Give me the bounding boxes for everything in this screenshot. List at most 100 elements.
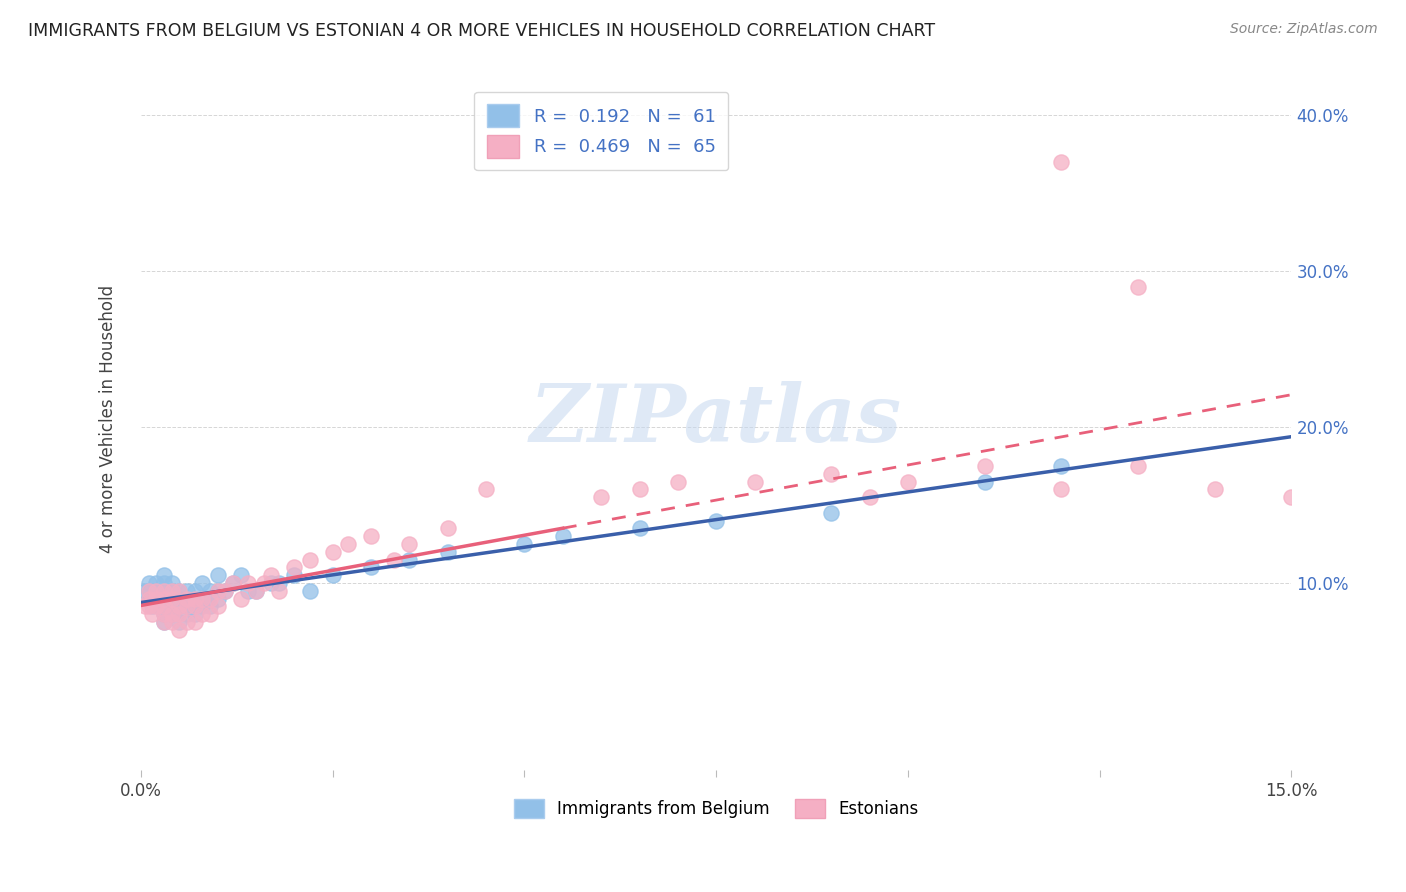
Point <box>138 583 160 598</box>
Point <box>138 583 160 598</box>
Point <box>666 475 689 489</box>
Point <box>141 599 163 614</box>
Point <box>253 576 276 591</box>
Point <box>207 568 229 582</box>
Point <box>134 583 156 598</box>
Point <box>153 591 176 606</box>
Point <box>238 576 260 591</box>
Point <box>169 599 191 614</box>
Point <box>169 607 191 621</box>
Point <box>207 583 229 598</box>
Point <box>398 537 420 551</box>
Point <box>169 583 191 598</box>
Point <box>169 583 191 598</box>
Point <box>160 615 183 629</box>
Point <box>138 591 160 606</box>
Point <box>153 599 176 614</box>
Point <box>191 591 214 606</box>
Point <box>337 537 360 551</box>
Point <box>222 576 245 591</box>
Point <box>183 599 205 614</box>
Point <box>298 583 321 598</box>
Point <box>222 576 245 591</box>
Point <box>859 490 882 504</box>
Point <box>214 583 236 598</box>
Point <box>145 583 167 598</box>
Point <box>436 545 458 559</box>
Point <box>153 607 176 621</box>
Point <box>1126 279 1149 293</box>
Point <box>160 591 183 606</box>
Point <box>153 615 176 629</box>
Point <box>551 529 574 543</box>
Point <box>145 583 167 598</box>
Point <box>704 514 727 528</box>
Point <box>160 576 183 591</box>
Point <box>145 599 167 614</box>
Point <box>160 583 183 598</box>
Point <box>138 591 160 606</box>
Point <box>398 552 420 566</box>
Point <box>160 599 183 614</box>
Point <box>160 591 183 606</box>
Point <box>191 591 214 606</box>
Point <box>820 467 842 481</box>
Point <box>183 615 205 629</box>
Point <box>153 583 176 598</box>
Point <box>360 560 382 574</box>
Point <box>475 483 498 497</box>
Point <box>145 591 167 606</box>
Point <box>198 583 221 598</box>
Point <box>176 591 198 606</box>
Point <box>322 568 344 582</box>
Point <box>1281 490 1303 504</box>
Point <box>153 599 176 614</box>
Point <box>283 568 305 582</box>
Point <box>1050 483 1073 497</box>
Text: IMMIGRANTS FROM BELGIUM VS ESTONIAN 4 OR MORE VEHICLES IN HOUSEHOLD CORRELATION : IMMIGRANTS FROM BELGIUM VS ESTONIAN 4 OR… <box>28 22 935 40</box>
Point <box>153 583 176 598</box>
Point <box>436 521 458 535</box>
Point <box>176 615 198 629</box>
Point <box>138 576 160 591</box>
Point <box>245 583 267 598</box>
Point <box>153 591 176 606</box>
Point <box>169 599 191 614</box>
Point <box>238 583 260 598</box>
Y-axis label: 4 or more Vehicles in Household: 4 or more Vehicles in Household <box>100 285 117 553</box>
Point <box>744 475 766 489</box>
Point <box>207 599 229 614</box>
Point <box>322 545 344 559</box>
Point <box>183 607 205 621</box>
Point <box>973 458 995 473</box>
Point <box>176 607 198 621</box>
Point <box>153 607 176 621</box>
Point <box>591 490 613 504</box>
Point <box>820 506 842 520</box>
Point <box>207 591 229 606</box>
Point <box>149 599 172 614</box>
Point <box>207 583 229 598</box>
Point <box>191 576 214 591</box>
Point <box>298 552 321 566</box>
Point <box>134 599 156 614</box>
Text: Source: ZipAtlas.com: Source: ZipAtlas.com <box>1230 22 1378 37</box>
Point <box>198 591 221 606</box>
Point <box>191 607 214 621</box>
Point <box>169 615 191 629</box>
Point <box>176 599 198 614</box>
Point <box>160 583 183 598</box>
Point <box>283 560 305 574</box>
Point <box>628 521 651 535</box>
Point <box>169 591 191 606</box>
Point <box>382 552 405 566</box>
Point <box>145 576 167 591</box>
Point <box>169 623 191 637</box>
Point <box>138 599 160 614</box>
Point <box>229 591 252 606</box>
Point <box>267 576 290 591</box>
Point <box>628 483 651 497</box>
Point <box>1050 155 1073 169</box>
Legend: Immigrants from Belgium, Estonians: Immigrants from Belgium, Estonians <box>508 792 925 825</box>
Point <box>897 475 920 489</box>
